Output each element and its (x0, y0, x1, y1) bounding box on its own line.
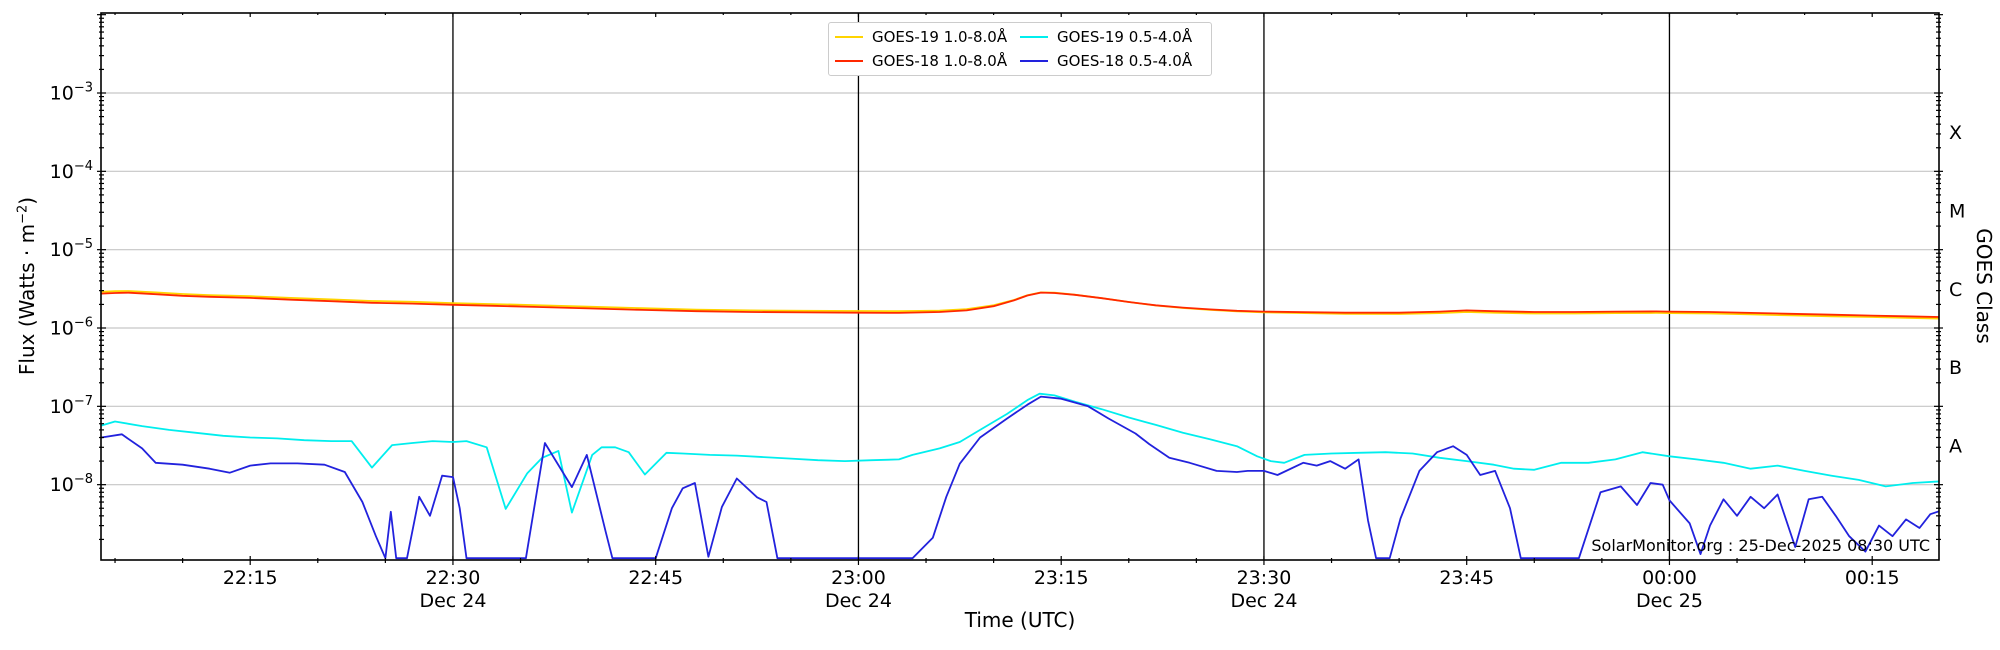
legend-line-sample-goes18-long (835, 60, 863, 62)
goes-class-X: X (1949, 122, 1962, 144)
series-line-3 (101, 395, 1939, 560)
goes-class-A: A (1949, 436, 1962, 458)
x-tick-label: 22:30 (426, 567, 481, 589)
x-tick-date-label: Dec 25 (1636, 590, 1703, 612)
x-tick-label: 23:45 (1439, 567, 1494, 589)
legend-item-goes19-long: GOES-19 1.0-8.0Å (835, 28, 1020, 46)
y-tick-label: 10−6 (50, 316, 93, 340)
legend-label: GOES-18 0.5-4.0Å (1057, 52, 1193, 70)
legend-label: GOES-19 1.0-8.0Å (872, 28, 1008, 46)
series-line-1 (101, 291, 1939, 318)
y-tick-labels: 10−3 10−4 10−5 10−6 10−7 10−8 (50, 81, 93, 497)
x-tick-label: 00:00 (1642, 567, 1697, 589)
data-series (101, 290, 1939, 560)
x-tick-label: 00:15 (1845, 567, 1900, 589)
goes-class-B: B (1949, 357, 1962, 379)
legend-line-sample-goes19-long (835, 36, 863, 38)
legend-label: GOES-19 0.5-4.0Å (1057, 28, 1193, 46)
y-tick-label: 10−8 (50, 472, 93, 496)
legend-item-goes18-long: GOES-18 1.0-8.0Å (835, 52, 1020, 70)
x-tick-label: 23:30 (1237, 567, 1292, 589)
y-tick-label: 10−7 (50, 394, 93, 418)
goes-class-C: C (1949, 279, 1962, 301)
x-tick-date-label: Dec 24 (419, 590, 486, 612)
legend-line-sample-goes18-short (1020, 60, 1048, 62)
x-tick-label: 22:45 (628, 567, 683, 589)
legend-label: GOES-18 1.0-8.0Å (872, 52, 1008, 70)
series-line-2 (101, 392, 1939, 514)
axis-ticks (97, 13, 1943, 565)
legend-line-sample-goes19-short (1020, 36, 1048, 38)
goes-class-letters: X M C B A (1949, 122, 1965, 457)
y-tick-label: 10−4 (50, 159, 93, 183)
x-tick-label: 22:15 (223, 567, 278, 589)
y-axis-label-text: Flux (Watts · m (15, 223, 39, 376)
y-axis-label-superscript: −2 (15, 204, 31, 224)
legend: GOES-19 1.0-8.0Å GOES-18 1.0-8.0Å GOES-1… (828, 22, 1212, 76)
y-axis-label-close: ) (15, 196, 39, 205)
y-tick-label: 10−3 (50, 81, 93, 105)
y-axis-label: Flux (Watts · m−2) (15, 197, 39, 375)
day-boundary-lines (452, 13, 1671, 560)
legend-item-goes18-short: GOES-18 0.5-4.0Å (1020, 52, 1205, 70)
watermark-text: SolarMonitor.org : 25-Dec-2025 08:30 UTC (1591, 536, 1930, 555)
x-tick-label: 23:00 (831, 567, 886, 589)
plot-border (100, 12, 1940, 561)
legend-item-goes19-short: GOES-19 0.5-4.0Å (1020, 28, 1205, 46)
x-axis-label: Time (UTC) (964, 608, 1076, 632)
x-tick-label: 23:15 (1034, 567, 1089, 589)
gridlines (101, 92, 1939, 486)
x-tick-date-label: Dec 24 (1230, 590, 1297, 612)
series-line-0 (101, 290, 1939, 320)
x-tick-date-label: Dec 24 (825, 590, 892, 612)
y-tick-label: 10−5 (50, 237, 93, 261)
goes-class-M: M (1949, 201, 1965, 223)
goes-class-axis-label: GOES Class (1972, 228, 1996, 344)
